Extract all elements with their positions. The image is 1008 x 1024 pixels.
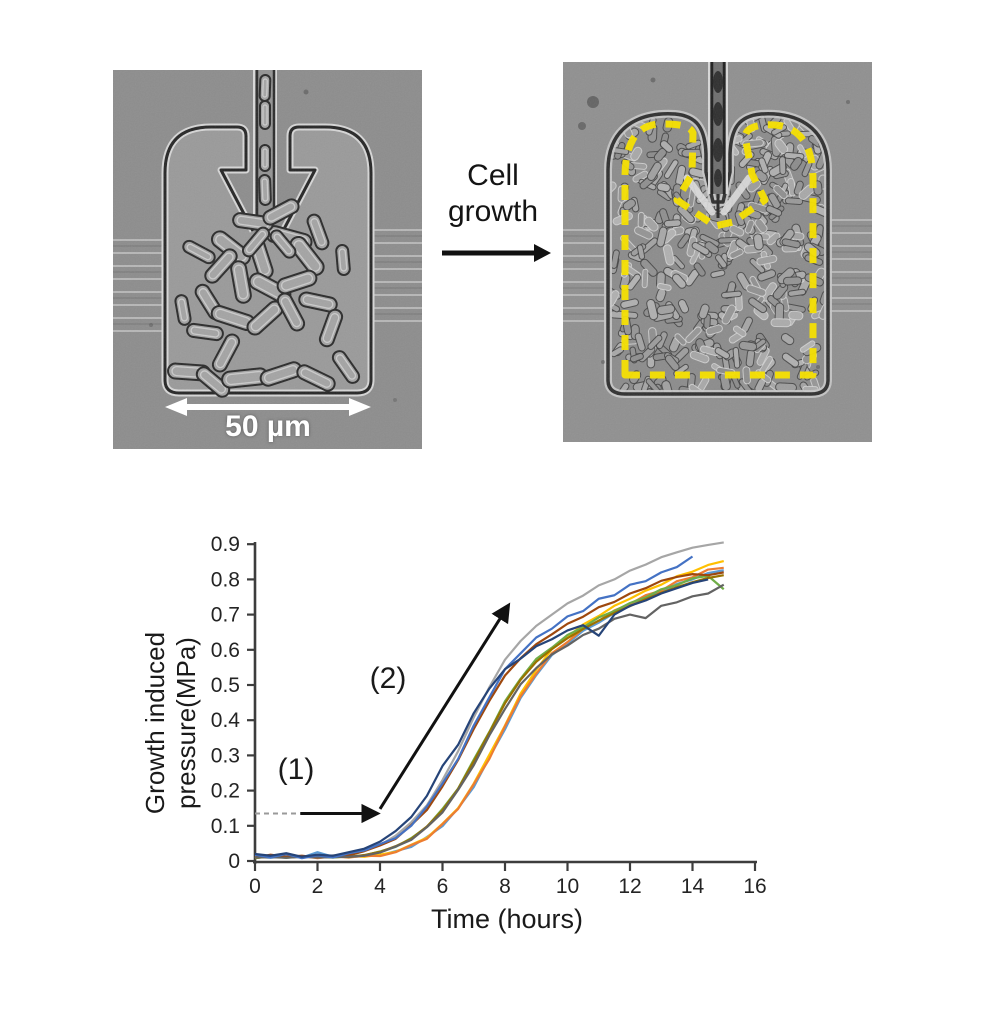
scale-bar-arrow-icon <box>165 398 371 416</box>
x-tick-label: 2 <box>312 875 324 898</box>
y-tick-label: 0 <box>228 850 240 873</box>
x-axis-title: Time (hours) <box>430 904 584 934</box>
x-tick-label: 12 <box>618 875 641 898</box>
colony-outline-dashed <box>621 120 817 379</box>
series-line-navy <box>254 578 709 858</box>
y-tick-label: 0.8 <box>211 568 240 591</box>
microscopy-panel-before <box>113 70 422 449</box>
x-tick-label: 16 <box>743 875 766 898</box>
y-tick-label: 0.1 <box>211 815 240 838</box>
series-line-blue <box>254 555 694 860</box>
scale-bar-label: 50 µm <box>225 410 311 443</box>
y-axis-title: Growth induced pressure(MPa) <box>140 631 201 815</box>
y-tick-label: 0.2 <box>211 780 240 803</box>
x-tick-label: 0 <box>249 875 261 898</box>
x-tick-label: 10 <box>556 875 579 898</box>
x-tick-label: 6 <box>437 875 449 898</box>
x-tick-label: 4 <box>374 875 386 898</box>
series-line-olive <box>254 574 724 859</box>
y-tick-label: 0.3 <box>211 744 240 767</box>
x-tick-label: 14 <box>681 875 705 898</box>
series-line-dark-gray <box>254 583 725 859</box>
y-tick-label: 0.6 <box>211 639 240 662</box>
y-tick-label: 0.9 <box>211 533 240 556</box>
y-tick-label: 0.5 <box>211 674 240 697</box>
annotation-arrow <box>378 602 511 810</box>
x-tick-label: 8 <box>499 875 511 898</box>
y-tick-label: 0.4 <box>211 709 241 732</box>
y-tick-label: 0.7 <box>211 604 240 627</box>
microscopy-panel-after <box>563 62 872 442</box>
annotation-2-label: (2) <box>369 662 407 695</box>
series-line-green <box>254 574 725 860</box>
annotation-1-label: (1) <box>277 753 315 786</box>
cell-growth-label: Cell growth <box>447 159 539 228</box>
cell-growth-arrow-icon <box>442 244 551 262</box>
